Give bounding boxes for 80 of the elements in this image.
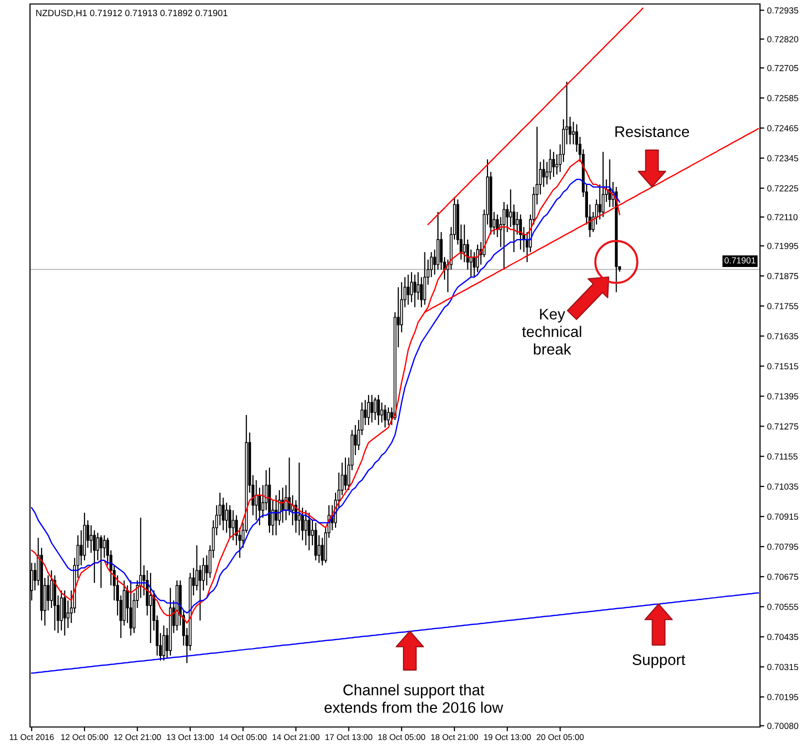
x-tick-label: 17 Oct 13:00 [326, 734, 372, 740]
x-tick-label: 11 Oct 2016 [10, 734, 54, 740]
candlestick [386, 406, 390, 426]
y-tick-label: 0.70915 [767, 514, 798, 520]
x-tick-label: 12 Oct 05:00 [61, 734, 108, 740]
ref-line-label: 0.71901 [724, 257, 756, 264]
candlestick [367, 394, 370, 426]
x-tick-label: 19 Oct 13:00 [484, 734, 531, 740]
candlestick [516, 211, 519, 236]
candlestick [46, 574, 50, 612]
candlestick [374, 396, 377, 421]
x-tick-label: 13 Oct 13:00 [166, 734, 214, 740]
candlestick [410, 272, 413, 303]
candlestick [462, 224, 466, 263]
x-tick-label: 20 Oct 05:00 [536, 734, 584, 740]
candlestick [602, 151, 605, 218]
candlestick [416, 272, 420, 300]
y-tick-label: 0.72465 [767, 125, 798, 132]
candlestick [572, 121, 575, 145]
y-tick-label: 0.70080 [767, 722, 798, 730]
y-tick-label: 0.70555 [767, 604, 798, 610]
candlestick [598, 184, 602, 220]
y-tick-label: 0.70675 [767, 574, 798, 580]
x-tick-label: 14 Oct 05:00 [220, 734, 267, 740]
y-tick-label: 0.71755 [767, 303, 798, 310]
candlestick [509, 188, 512, 228]
y-tick-label: 0.71515 [767, 363, 798, 370]
candlestick [63, 590, 66, 636]
y-tick-label: 0.72820 [767, 36, 798, 42]
annotation: Channel support that extends from the 2016 low [324, 684, 504, 713]
candlestick [377, 394, 380, 426]
x-tick-label: 14 Oct 21:00 [272, 734, 320, 740]
y-tick-label: 0.72110 [767, 214, 798, 220]
y-tick-label: 0.72705 [767, 64, 798, 72]
candlestick [274, 494, 278, 536]
x-tick-label: 18 Oct 05:00 [378, 734, 426, 740]
y-tick-label: 0.72585 [767, 95, 798, 102]
candlestick [50, 570, 53, 609]
y-tick-label: 0.70195 [767, 694, 798, 700]
candlestick [519, 214, 522, 250]
candlestick [423, 252, 426, 306]
candlestick [552, 151, 555, 178]
candlestick [60, 590, 63, 632]
y-tick-label: 0.72935 [767, 7, 798, 14]
candlestick [344, 457, 347, 491]
annotation: Support [632, 654, 686, 668]
x-tick-label: 18 Oct 21:00 [431, 734, 478, 740]
y-tick-label: 0.70315 [767, 664, 798, 670]
candlestick [232, 510, 235, 541]
annotation: Resistance [615, 126, 690, 138]
candlestick [384, 404, 386, 428]
y-tick-label: 0.71275 [767, 423, 798, 430]
y-tick-label: 0.72225 [767, 185, 798, 192]
candlestick [542, 158, 546, 188]
text: NZDUSD,H1 0.71912 0.71913 0.71892 0.71901 [36, 10, 228, 18]
candlestick [149, 572, 152, 644]
y-tick-label: 0.72345 [767, 155, 798, 162]
candlestick [100, 534, 102, 588]
y-tick-label: 0.70435 [767, 634, 798, 640]
candlestick [93, 530, 96, 584]
candlestick [380, 402, 384, 424]
candlestick [90, 524, 93, 554]
y-tick-label: 0.71395 [767, 393, 798, 400]
y-tick-label: 0.71635 [767, 333, 798, 340]
candlestick [502, 201, 506, 270]
candlestick [162, 624, 166, 662]
candlestick [225, 502, 228, 534]
candlestick [476, 244, 479, 273]
candlestick [198, 564, 202, 622]
candlestick [129, 580, 132, 636]
y-tick-label: 0.71875 [767, 272, 798, 280]
y-tick-label: 0.70795 [767, 544, 798, 550]
x-tick-label: 12 Oct 21:00 [114, 734, 161, 740]
line-series [31, 592, 759, 674]
candlestick [308, 512, 311, 551]
y-tick-label: 0.71995 [767, 242, 798, 250]
candlestick [370, 394, 374, 424]
y-tick-label: 0.71035 [767, 483, 798, 490]
y-tick-label: 0.71155 [767, 453, 798, 460]
annotation: Key technical break [522, 308, 582, 355]
